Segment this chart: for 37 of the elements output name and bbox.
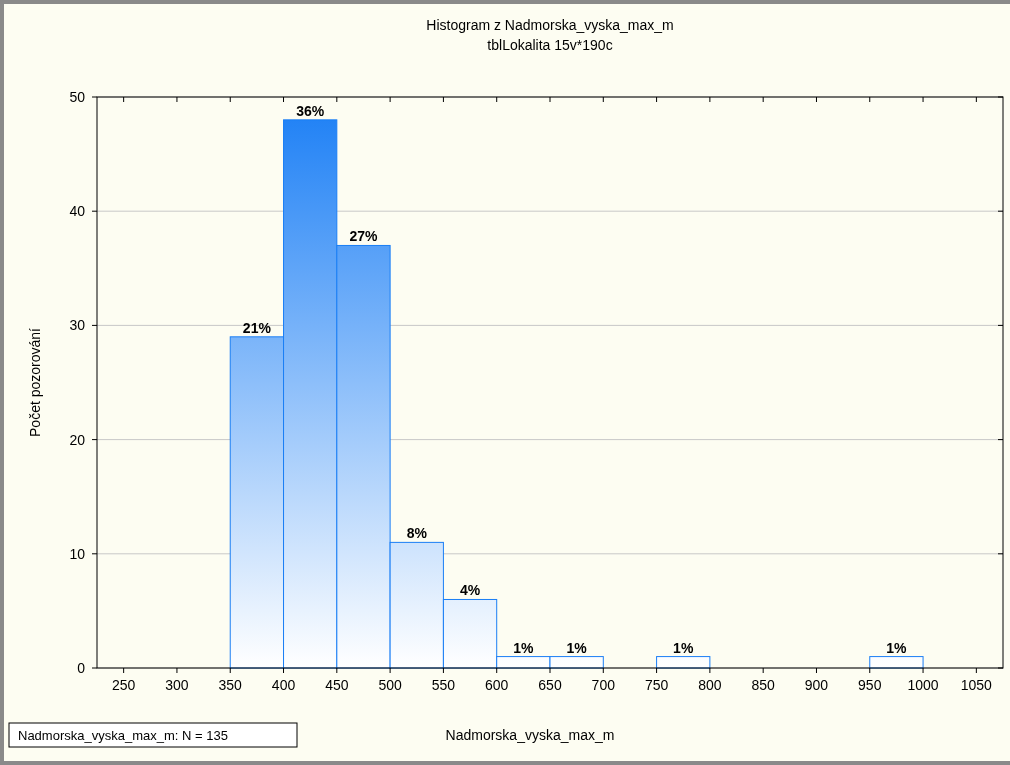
- annotation: 1%: [673, 639, 694, 656]
- y-tick-label: 40: [69, 203, 86, 220]
- chart-subtitle: tblLokalita 15v*190c: [487, 37, 613, 53]
- text: Nadmorska_vyska_max_m: N = 135: [18, 728, 228, 743]
- y-tick-label: 20: [69, 431, 86, 448]
- x-tick-label: 250: [111, 677, 136, 693]
- x-tick-label: 450: [325, 677, 349, 693]
- x-tick-label: 800: [698, 677, 722, 693]
- annotation: 1%: [513, 639, 535, 656]
- chart-title: Histogram z Nadmorska_vyska_max_m: [426, 17, 674, 33]
- x-tick-label: 1050: [960, 677, 993, 693]
- y-tick-label: 10: [69, 545, 86, 562]
- x-tick-label: 550: [431, 677, 456, 693]
- x-tick-label: 300: [165, 677, 189, 693]
- x-tick-label: 700: [591, 677, 616, 693]
- x-tick-label: 400: [271, 677, 296, 693]
- annotation: 8%: [406, 525, 428, 542]
- x-tick-label: 900: [804, 677, 829, 693]
- y-axis-title: Počet pozorování: [27, 327, 43, 437]
- x-tick-label: 850: [751, 677, 776, 693]
- annotation: 1%: [886, 639, 908, 656]
- annotation: 36%: [296, 102, 325, 119]
- x-tick-label: 750: [644, 677, 669, 693]
- annotation: 4%: [459, 582, 481, 599]
- y-tick-label: 0: [77, 660, 86, 676]
- x-tick-label: 500: [378, 677, 403, 693]
- x-tick-label: 650: [538, 677, 562, 693]
- y-tick-label: 30: [69, 317, 86, 334]
- x-tick-label: 1000: [907, 677, 939, 693]
- x-tick-label: 350: [218, 677, 243, 693]
- annotation: 1%: [566, 639, 588, 656]
- x-tick-label: 950: [858, 677, 882, 693]
- x-axis-title: Nadmorska_vyska_max_m: [445, 727, 615, 743]
- annotation: 27%: [349, 228, 379, 245]
- x-tick-label: 600: [485, 677, 509, 693]
- annotation: 21%: [242, 319, 272, 336]
- y-tick-label: 50: [69, 89, 86, 105]
